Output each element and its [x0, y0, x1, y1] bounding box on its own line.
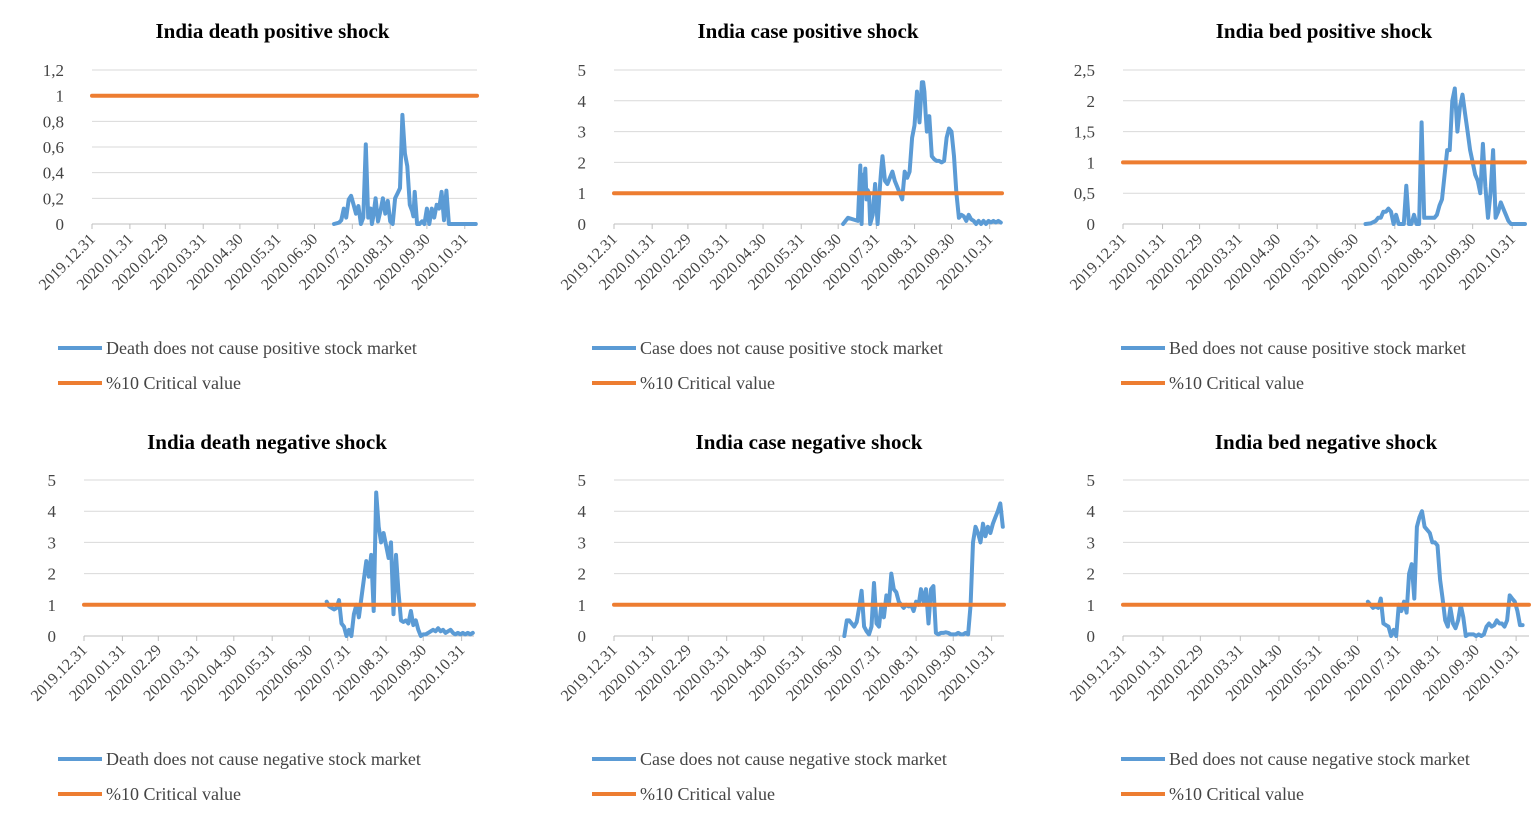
y-tick-label: 2,5: [1074, 61, 1095, 80]
y-tick-label: 1: [578, 184, 587, 203]
chart-svg: India death negative shock0123452019.12.…: [28, 430, 476, 804]
series-line-test-statistic: [841, 80, 1003, 226]
chart-panel-bed-positive: India bed positive shock 0 0,5 1 1,5 2 2,5 2019…: [1019, 2, 1539, 412]
chart-title: India bed positive shock: [1216, 19, 1433, 43]
y-tick-label: 3: [48, 533, 57, 552]
y-tick-label: 0,5: [1074, 184, 1095, 203]
legend-label: Death does not cause positive stock mark…: [106, 338, 417, 358]
y-tick-label: 0,4: [43, 164, 65, 183]
legend-label: %10 Critical value: [106, 373, 241, 393]
series-line-test-statistic: [842, 501, 1005, 638]
chart-svg: India bed positive shock00,511,522,52019…: [1067, 19, 1527, 393]
y-tick-label: 1: [1087, 153, 1096, 172]
chart-panel-case-negative: India case negative shock 0 1 2 3 4 5 2019.12.3…: [520, 413, 1040, 823]
legend-label: Death does not cause negative stock mark…: [106, 749, 421, 769]
y-tick-label: 5: [578, 471, 587, 490]
y-tick-label: 5: [578, 61, 587, 80]
chart-svg: India death positive shock 0 0,2 0,4 0,6 0,8 1…: [36, 19, 479, 393]
series-line-test-statistic: [332, 112, 478, 226]
legend-label: %10 Critical value: [1169, 373, 1304, 393]
chart-title: India death positive shock: [156, 19, 390, 43]
chart-panel-bed-negative: India bed negative shock 0 1 2 3 4 5 2019.12.31…: [1019, 413, 1539, 823]
series-line-test-statistic: [1365, 509, 1525, 638]
legend-label: %10 Critical value: [106, 784, 241, 804]
series-line-test-statistic: [324, 490, 475, 638]
y-tick-label: 0: [1087, 215, 1096, 234]
series-line-test-statistic: [1363, 86, 1527, 226]
y-tick-label: 4: [1087, 502, 1096, 521]
chart-panel-death-negative: India death negative shock 0 1 2 3 4 5 2019.12.…: [0, 413, 520, 823]
y-tick-label: 2: [578, 153, 587, 172]
chart-title: India case positive shock: [697, 19, 918, 43]
y-tick-label: 5: [48, 471, 57, 490]
y-tick-label: 2: [578, 565, 587, 584]
y-tick-label: 2: [1087, 92, 1096, 111]
y-tick-label: 0: [1087, 627, 1096, 646]
legend-label: %10 Critical value: [640, 784, 775, 804]
y-tick-label: 0: [578, 215, 587, 234]
y-tick-label: 1: [56, 87, 65, 106]
y-tick-label: 2: [48, 565, 57, 584]
y-tick-label: 0: [578, 627, 587, 646]
y-tick-label: 1: [48, 596, 57, 615]
chart-panel-case-positive: India case positive shock 0 1 2 3 4 5 2019.12.3…: [520, 2, 1040, 412]
chart-svg: India case negative shock0123452019.12.3…: [558, 430, 1006, 804]
legend-label: Case does not cause negative stock marke…: [640, 749, 947, 769]
y-tick-label: 5: [1087, 471, 1096, 490]
y-tick-label: 1,2: [43, 61, 64, 80]
chart-panel-death-positive: India death positive shock 0 0,2 0,4 0,6 0,8 1…: [0, 2, 520, 412]
y-tick-label: 0: [48, 627, 57, 646]
y-tick-label: 0,8: [43, 112, 64, 131]
legend-label: %10 Critical value: [1169, 784, 1304, 804]
y-tick-label: 1: [1087, 596, 1096, 615]
legend-label: %10 Critical value: [640, 373, 775, 393]
y-tick-label: 4: [578, 92, 587, 111]
y-tick-label: 0,2: [43, 189, 64, 208]
y-tick-label: 3: [1087, 533, 1096, 552]
y-tick-label: 4: [48, 502, 57, 521]
chart-svg: India case positive shock0123452019.12.3…: [558, 19, 1004, 393]
y-tick-label: 1: [578, 596, 587, 615]
y-tick-label: 0: [56, 215, 65, 234]
chart-title: India death negative shock: [147, 430, 387, 454]
y-tick-label: 3: [578, 123, 587, 142]
chart-svg: India bed negative shock0123452019.12.31…: [1067, 430, 1531, 804]
y-tick-label: 2: [1087, 565, 1096, 584]
y-tick-label: 1,5: [1074, 123, 1095, 142]
chart-title: India case negative shock: [696, 430, 923, 454]
chart-title: India bed negative shock: [1215, 430, 1438, 454]
legend-label: Bed does not cause positive stock market: [1169, 338, 1466, 358]
legend-label: Bed does not cause negative stock market: [1169, 749, 1470, 769]
y-tick-label: 4: [578, 502, 587, 521]
y-tick-label: 3: [578, 533, 587, 552]
legend-label: Case does not cause positive stock marke…: [640, 338, 943, 358]
y-tick-label: 0,6: [43, 138, 64, 157]
